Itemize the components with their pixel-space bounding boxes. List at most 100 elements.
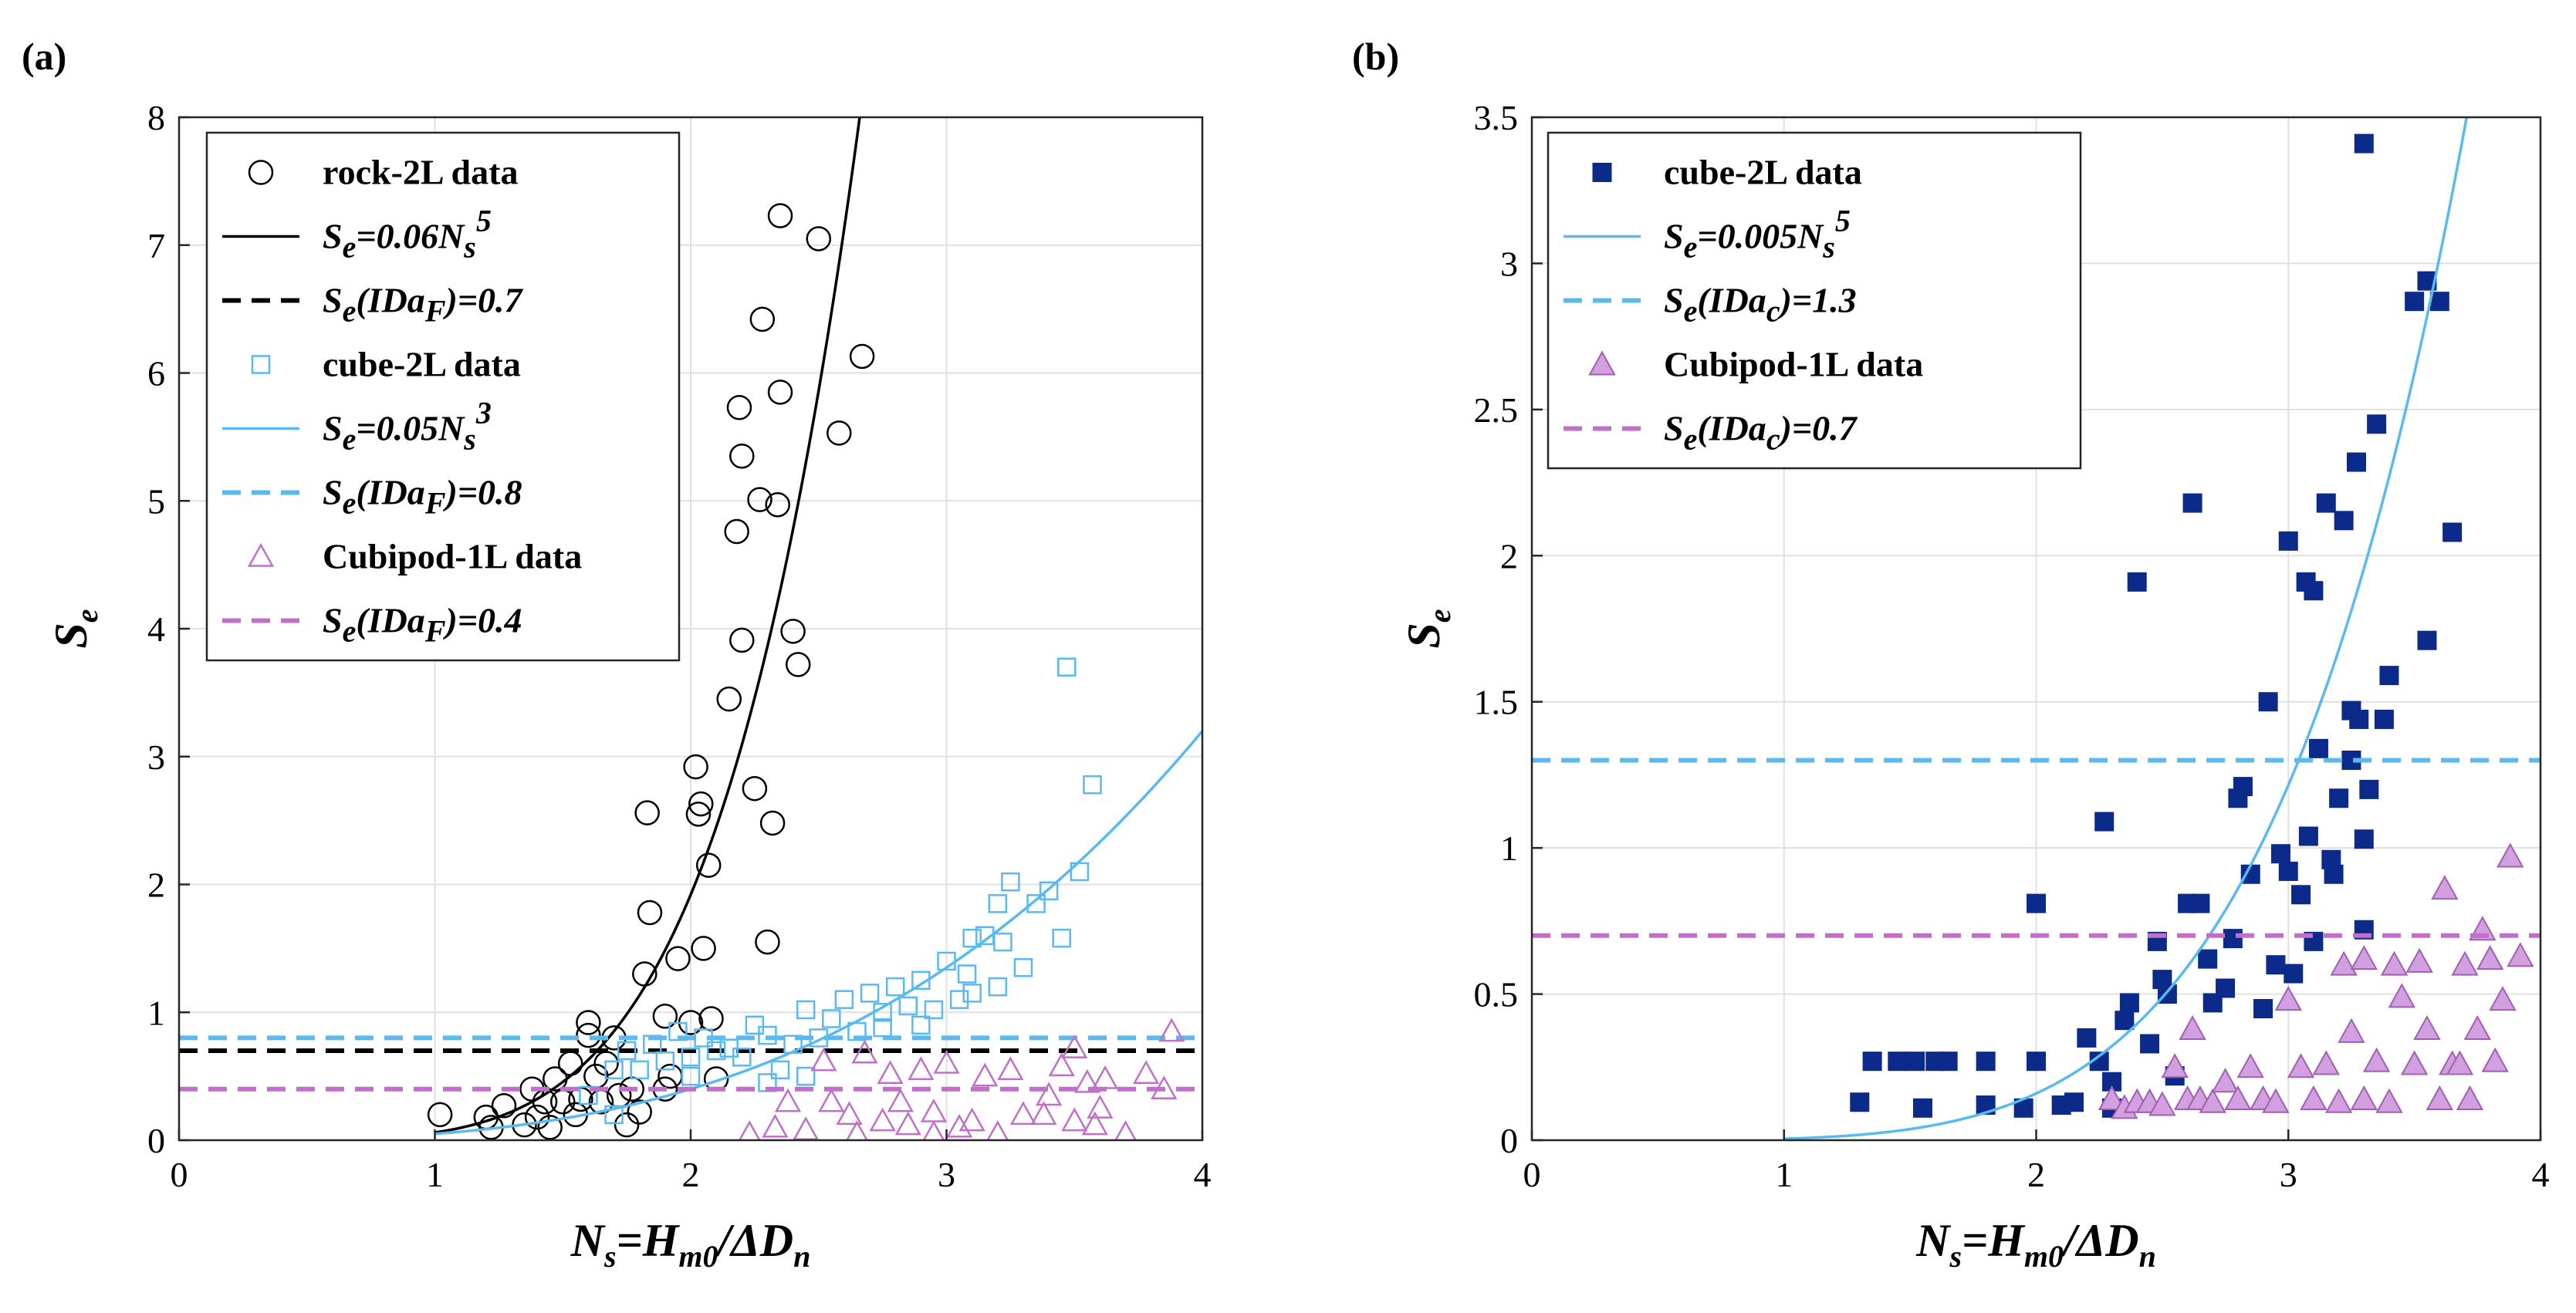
y-tick-label: 7	[147, 226, 165, 265]
legend-label: Se(IDac)=1.3	[1664, 281, 1857, 329]
data-point	[2417, 630, 2437, 650]
data-point	[1061, 1035, 1088, 1058]
data-point	[2262, 1088, 2290, 1113]
data-layer	[179, 117, 1202, 1140]
data-point	[1030, 1101, 1057, 1126]
legend-item: Se=0.06Ns5	[222, 204, 492, 265]
data-point	[2349, 709, 2369, 729]
legend-item: Cubipod-1L data	[247, 537, 582, 576]
data-point	[745, 1015, 765, 1035]
data-point	[2380, 950, 2409, 976]
data-point	[2202, 993, 2223, 1013]
legend-item: Se=0.005Ns5	[1564, 204, 1851, 265]
y-tick-label: 8	[147, 98, 165, 137]
y-tick-label: 1	[147, 993, 165, 1032]
data-point	[873, 1018, 892, 1038]
data-point	[630, 1060, 649, 1080]
y-tick-label: 5	[147, 481, 165, 521]
data-point	[2027, 893, 2046, 913]
data-point	[2094, 812, 2115, 832]
data-point	[993, 932, 1012, 952]
data-point	[2400, 1050, 2429, 1075]
data-point	[1862, 1051, 1882, 1072]
series-rock-2l-data	[427, 203, 875, 1140]
data-point	[780, 619, 806, 644]
legend-box	[205, 131, 681, 662]
legend: rock-2L data Se=0.06Ns5 Se(IDaF)=0.7 cube-2…	[205, 131, 681, 662]
data-point	[742, 775, 768, 802]
data-point	[2489, 986, 2517, 1011]
legend-label: cube-2L data	[323, 345, 521, 384]
data-point	[2476, 945, 2504, 970]
data-point	[2334, 511, 2354, 531]
data-point	[2300, 1085, 2328, 1110]
data-point	[1912, 1098, 1932, 1118]
data-point	[933, 1049, 960, 1074]
legend-marker-swatch	[247, 542, 275, 567]
y-tick-label: 3	[147, 738, 165, 777]
data-point	[2405, 947, 2433, 973]
y-tick-label: 6	[147, 354, 165, 393]
data-point	[765, 491, 790, 518]
x-tick-label: 3	[2280, 1155, 2297, 1194]
data-point	[962, 984, 982, 1003]
data-point	[652, 1003, 678, 1029]
x-tick-label: 1	[426, 1155, 444, 1194]
data-point	[2446, 1050, 2474, 1075]
data-point	[822, 1009, 841, 1028]
data-point	[2115, 1011, 2135, 1031]
data-point	[1073, 1068, 1100, 1093]
data-point	[738, 1120, 761, 1140]
legend-item: Se(IDaF)=0.7	[222, 281, 524, 329]
data-point	[887, 1088, 914, 1112]
legend-item: cube-2L data	[251, 345, 521, 384]
data-point	[614, 1112, 640, 1138]
y-tick-label: 3.5	[1474, 98, 1519, 137]
data-point	[683, 754, 708, 780]
data-point	[2182, 493, 2202, 513]
data-point	[2463, 1014, 2492, 1041]
data-layer	[1532, 117, 2541, 1140]
data-point	[958, 1107, 985, 1132]
data-point	[793, 1116, 820, 1140]
legend-item: Se(IDac)=1.3	[1564, 281, 1857, 329]
data-point	[2253, 999, 2273, 1019]
data-point	[806, 226, 831, 251]
data-point	[2278, 861, 2298, 881]
data-point	[827, 420, 852, 446]
data-point	[796, 1000, 816, 1020]
data-point	[911, 1015, 931, 1035]
data-point	[2266, 955, 2286, 975]
legend-label: Se(IDaF)=0.8	[323, 473, 522, 521]
data-point	[2362, 1047, 2391, 1072]
data-point	[885, 977, 905, 997]
data-point	[908, 1056, 935, 1081]
data-point	[2140, 1034, 2160, 1054]
data-point	[846, 1120, 868, 1140]
data-point	[869, 1107, 896, 1132]
data-point	[685, 802, 712, 827]
y-axis-label: Se	[46, 609, 104, 648]
data-point	[2324, 864, 2344, 884]
data-point	[2312, 1050, 2340, 1075]
data-point	[860, 984, 880, 1003]
data-point	[2431, 875, 2459, 900]
data-point	[945, 1113, 973, 1138]
data-point	[576, 1022, 601, 1048]
panel-label: (b)	[1352, 35, 1399, 78]
data-point	[762, 1113, 789, 1138]
data-point	[1938, 1051, 1958, 1072]
fit-curve-s-e-0-05n-s-3	[434, 730, 1202, 1136]
data-point	[2429, 292, 2449, 312]
data-point	[2426, 1085, 2453, 1110]
legend-item: Se(IDac)=0.7	[1564, 409, 1858, 457]
data-point	[576, 1010, 601, 1035]
data-point	[2354, 133, 2374, 154]
legend-label: cube-2L data	[1664, 153, 1862, 192]
data-point	[681, 1048, 701, 1067]
x-tick-label: 4	[1194, 1155, 1212, 1194]
data-point	[785, 652, 811, 677]
data-point	[747, 487, 772, 512]
data-point	[2539, 964, 2541, 967]
data-point	[2211, 1068, 2240, 1093]
